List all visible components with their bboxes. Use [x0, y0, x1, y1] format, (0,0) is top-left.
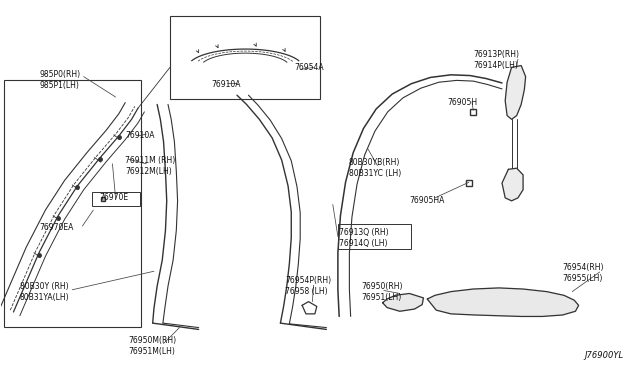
Text: 76950M(RH)
76951M(LH): 76950M(RH) 76951M(LH) [129, 336, 177, 356]
Text: 76954A: 76954A [294, 63, 324, 72]
Text: 76970EA: 76970EA [39, 223, 74, 232]
Text: 76905H: 76905H [448, 98, 478, 107]
Polygon shape [505, 65, 525, 119]
Text: 76950(RH)
76951(LH): 76950(RH) 76951(LH) [362, 282, 403, 302]
Text: 80B30Y (RH)
80B31YA(LH): 80B30Y (RH) 80B31YA(LH) [20, 282, 70, 302]
Text: 76954P(RH)
76958 (LH): 76954P(RH) 76958 (LH) [285, 276, 331, 296]
Text: J76900YL: J76900YL [584, 351, 623, 360]
Text: 76910A: 76910A [211, 80, 241, 89]
Text: 76910A: 76910A [125, 131, 155, 141]
Text: 76913Q (RH)
76914Q (LH): 76913Q (RH) 76914Q (LH) [339, 228, 388, 248]
Text: 76970E: 76970E [100, 193, 129, 202]
Text: 80B30YB(RH)
80B31YC (LH): 80B30YB(RH) 80B31YC (LH) [349, 158, 401, 178]
Text: 76911M (RH)
76912M(LH): 76911M (RH) 76912M(LH) [125, 155, 175, 176]
Polygon shape [428, 288, 579, 317]
Polygon shape [383, 294, 424, 311]
Text: 76905HA: 76905HA [410, 196, 445, 205]
Polygon shape [502, 168, 523, 201]
Text: 76954(RH)
76955(LH): 76954(RH) 76955(LH) [563, 263, 604, 283]
Text: 76913P(RH)
76914P(LH): 76913P(RH) 76914P(LH) [473, 50, 519, 70]
Text: 985P0(RH)
985P1(LH): 985P0(RH) 985P1(LH) [39, 70, 80, 90]
